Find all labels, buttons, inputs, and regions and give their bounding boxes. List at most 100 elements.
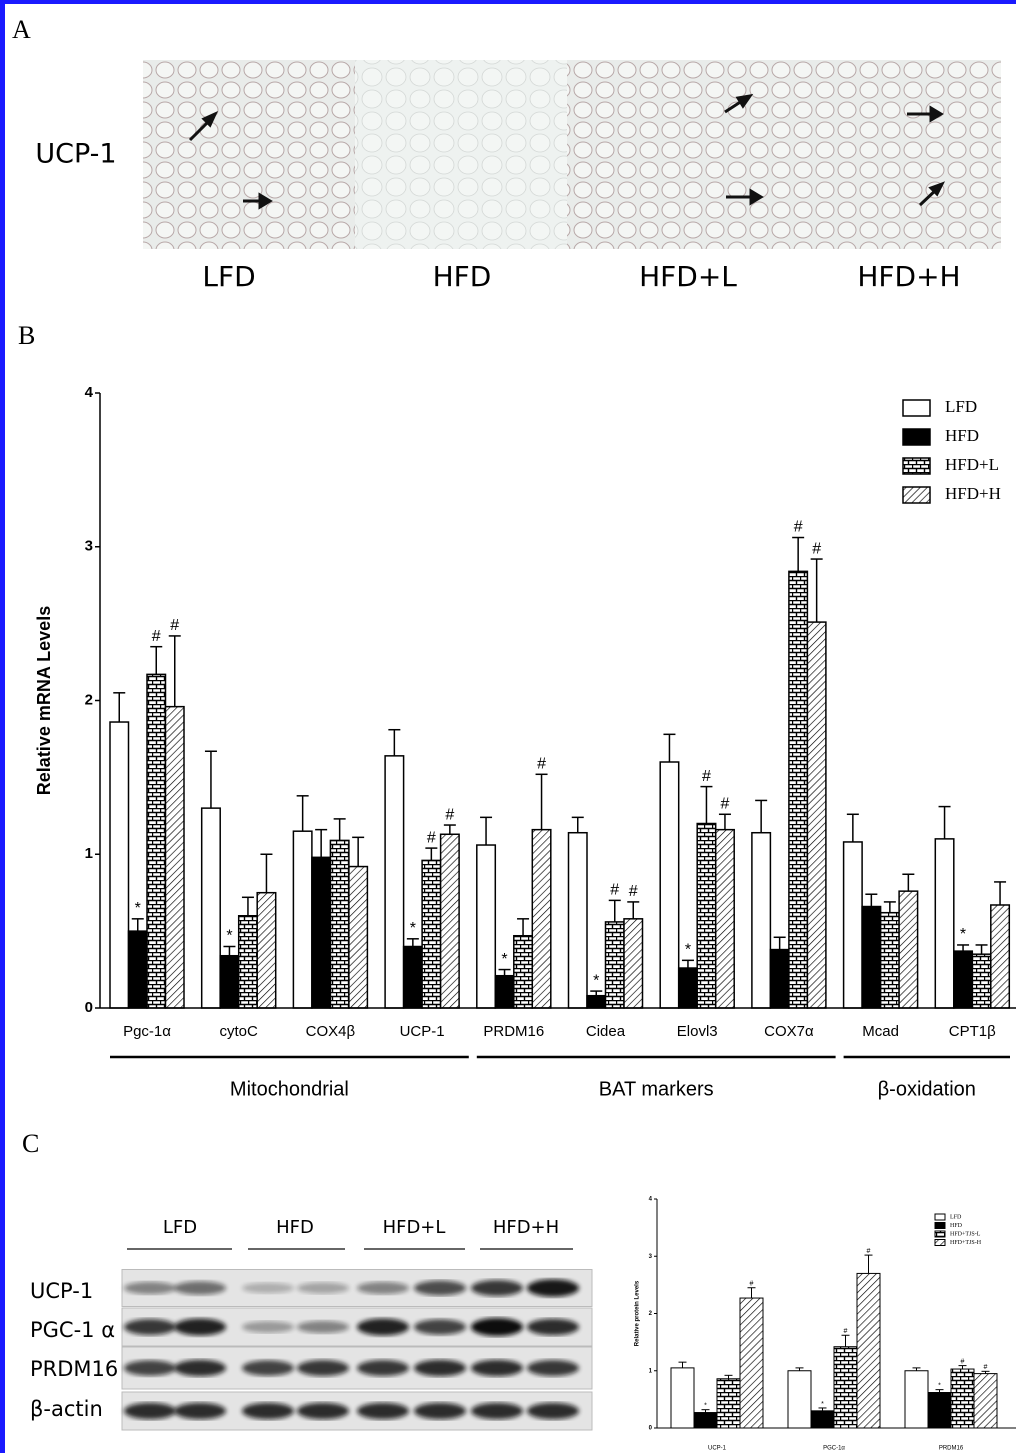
bar xyxy=(788,570,809,1009)
significance-mark: * xyxy=(938,1382,941,1389)
column-label: HFD+H xyxy=(493,1217,559,1238)
x-tick-label: COX7α xyxy=(764,1023,814,1040)
significance-mark: * xyxy=(135,900,141,917)
column-label: HFD+H xyxy=(857,260,960,293)
bar xyxy=(586,994,607,1009)
legend-swatch xyxy=(902,457,931,475)
significance-mark: * xyxy=(410,920,416,937)
bar xyxy=(990,904,1011,1009)
y-tick-label: 4 xyxy=(649,1197,653,1203)
bar xyxy=(237,915,258,1009)
significance-mark: * xyxy=(821,1401,824,1408)
x-tick-label: UCP-1 xyxy=(708,1446,727,1452)
bar xyxy=(716,1378,741,1429)
bar xyxy=(256,891,277,1009)
group-label: β-oxidation xyxy=(878,1078,976,1100)
row-label: UCP-1 xyxy=(30,1279,93,1303)
bar xyxy=(348,865,369,1009)
bar xyxy=(384,755,405,1009)
micrograph xyxy=(567,60,784,249)
bar xyxy=(927,1392,952,1429)
blot-band xyxy=(297,1360,349,1376)
bar xyxy=(567,831,588,1009)
significance-mark: # xyxy=(610,882,619,899)
bar xyxy=(494,974,515,1009)
micrograph xyxy=(355,60,567,249)
significance-mark: # xyxy=(445,806,454,823)
bar xyxy=(950,1368,975,1429)
bar xyxy=(219,954,240,1009)
bar xyxy=(127,930,148,1009)
legend-swatch xyxy=(934,1222,946,1229)
bar xyxy=(810,1410,835,1429)
blot-band xyxy=(527,1402,579,1420)
blot-band xyxy=(527,1318,579,1336)
bar xyxy=(787,1370,812,1429)
bar xyxy=(604,921,625,1009)
row-label: PRDM16 xyxy=(30,1357,118,1381)
bar xyxy=(861,905,882,1009)
blot-band xyxy=(527,1360,579,1376)
row-label: PGC-1 α xyxy=(30,1318,115,1342)
blot-band xyxy=(471,1359,523,1377)
bar xyxy=(292,830,313,1009)
bar xyxy=(953,950,974,1009)
bar xyxy=(806,621,827,1009)
blot-band xyxy=(174,1359,226,1377)
x-tick-label: cytoC xyxy=(220,1023,259,1040)
y-axis-label: Relative protein Levels xyxy=(635,1280,641,1346)
legend-label: HFD+TJS-L xyxy=(950,1231,981,1237)
blot-band xyxy=(527,1279,579,1297)
significance-mark: # xyxy=(750,1281,754,1288)
column-label: LFD xyxy=(202,260,255,293)
y-tick-label: 2 xyxy=(649,1311,653,1317)
legend-swatch xyxy=(902,428,931,446)
bar xyxy=(109,721,130,1009)
bar xyxy=(402,945,423,1009)
legend-swatch xyxy=(902,399,931,417)
bar xyxy=(879,911,900,1009)
group-label: Mitochondrial xyxy=(230,1078,349,1100)
row-label: β-actin xyxy=(30,1397,103,1421)
blot-band xyxy=(124,1402,176,1420)
blot-band xyxy=(174,1402,226,1420)
y-tick-label: 4 xyxy=(85,384,94,401)
significance-mark: * xyxy=(226,928,232,945)
bar xyxy=(670,1367,695,1429)
histology: UCP-1 LFD HFD HFD+L HFD+H xyxy=(35,60,1001,293)
bar xyxy=(329,839,350,1009)
micrograph xyxy=(143,60,355,249)
blot-band xyxy=(414,1280,466,1296)
legend-swatch xyxy=(934,1213,946,1221)
bar xyxy=(476,844,497,1009)
significance-mark: # xyxy=(867,1248,871,1255)
arrows xyxy=(188,93,946,210)
blot-band xyxy=(471,1402,523,1420)
blot-band xyxy=(357,1281,409,1295)
bar xyxy=(904,1370,929,1429)
bar xyxy=(739,1297,764,1429)
significance-mark: # xyxy=(961,1358,965,1365)
significance-mark: * xyxy=(685,942,691,959)
blot-band xyxy=(124,1360,176,1376)
y-tick-label: 3 xyxy=(85,538,93,555)
x-tick-label: PGC-1α xyxy=(823,1446,845,1452)
border xyxy=(0,0,5,1453)
legend-label: HFD+H xyxy=(945,484,1001,503)
x-tick-label: Elovl3 xyxy=(677,1023,718,1040)
blot-band xyxy=(414,1319,466,1335)
x-tick-label: Mcad xyxy=(862,1023,899,1040)
legend-swatch xyxy=(934,1239,946,1246)
y-tick-label: 0 xyxy=(649,1426,653,1432)
blot-band xyxy=(471,1318,523,1336)
column-label: HFD+L xyxy=(383,1217,446,1238)
bar xyxy=(200,807,221,1009)
legend-label: HFD+TJS-H xyxy=(950,1240,982,1246)
significance-mark: * xyxy=(501,951,507,968)
western-blot: LFD HFD HFD+L HFD+H UCP-1 PGC-1 α PRDM16… xyxy=(30,1217,593,1431)
group-label: BAT markers xyxy=(599,1078,714,1100)
legend-swatch xyxy=(902,486,931,504)
blot-band xyxy=(357,1402,409,1420)
x-tick-label: CPT1β xyxy=(949,1023,996,1040)
blot-band xyxy=(242,1321,294,1333)
